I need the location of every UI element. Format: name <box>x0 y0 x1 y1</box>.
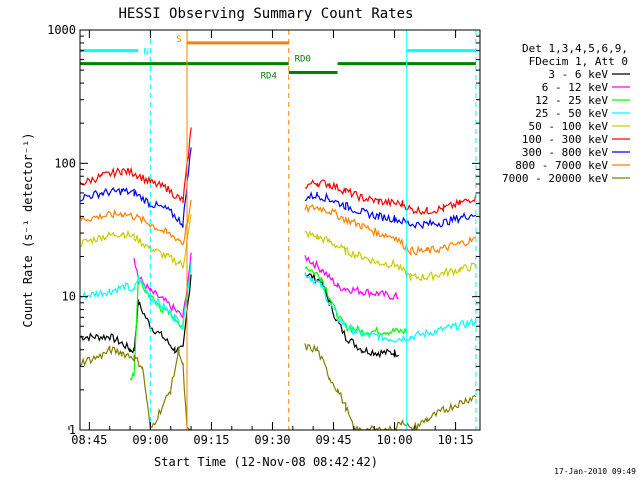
legend-entry-label: 100 - 300 keV <box>522 133 608 146</box>
series-line-5 <box>79 214 477 282</box>
y-tick-label: 1000 <box>47 23 76 37</box>
legend-entry-label: 300 - 800 keV <box>522 146 608 159</box>
vertical-marker-layer <box>79 30 477 430</box>
y-axis-label: Count Rate (s⁻¹ detector⁻¹) <box>21 132 35 327</box>
legend-entry-label: 25 - 50 keV <box>535 107 608 120</box>
legend-header-line-1: Det 1,3,4,5,6,9, <box>522 42 628 55</box>
legend-entry-label: 7000 - 20000 keV <box>502 172 608 185</box>
series-line-6 <box>79 127 477 216</box>
legend-header-line-2: FDecim 1, Att 0 <box>529 55 628 68</box>
legend-entry-label: 12 - 25 keV <box>535 94 608 107</box>
legend-entry-label: 6 - 12 keV <box>542 81 609 94</box>
legend: Det 1,3,4,5,6,9,FDecim 1, Att 03 - 6 keV… <box>502 42 630 185</box>
plot-frame <box>79 29 481 431</box>
chart-title: HESSI Observing Summary Count Rates <box>118 6 413 22</box>
flag-label-rd4: RD4 <box>261 72 277 82</box>
flag-label-s: S <box>176 35 181 45</box>
legend-entry-label: 3 - 6 keV <box>548 68 608 81</box>
x-axis-label: Start Time (12-Nov-08 08:42:42) <box>154 455 378 469</box>
footer-timestamp: 17-Jan-2010 09:49 <box>554 467 636 476</box>
series-line-9 <box>79 343 477 432</box>
series-line-4 <box>79 262 477 343</box>
flag-label-rd0: RD0 <box>295 55 311 65</box>
series-layer <box>79 127 477 432</box>
x-tick-label: 09:15 <box>193 433 229 447</box>
flag-layer: N S RD0 RD4 <box>80 35 476 82</box>
legend-entry-label: 50 - 100 keV <box>529 120 609 133</box>
tick-layer: 08:45 09:00 09:15 09:30 09:45 10:00 10:15 1 10 10… <box>47 23 480 447</box>
legend-entry-label: 800 - 7000 keV <box>515 159 608 172</box>
x-tick-label: 10:15 <box>438 433 474 447</box>
y-tick-label: 100 <box>54 156 76 170</box>
x-tick-label: 09:00 <box>132 433 168 447</box>
flag-label-n: N <box>143 48 148 58</box>
y-tick-label: 1 <box>69 423 76 437</box>
series-line-2 <box>133 252 399 320</box>
series-line-8 <box>79 199 477 257</box>
x-tick-label: 09:30 <box>254 433 290 447</box>
series-line-7 <box>79 147 477 230</box>
x-tick-label: 08:45 <box>71 433 107 447</box>
y-tick-label: 10 <box>62 290 76 304</box>
x-tick-label: 10:00 <box>376 433 412 447</box>
series-line-3 <box>129 262 408 381</box>
x-tick-label: 09:45 <box>315 433 351 447</box>
axes-layer <box>79 29 481 431</box>
